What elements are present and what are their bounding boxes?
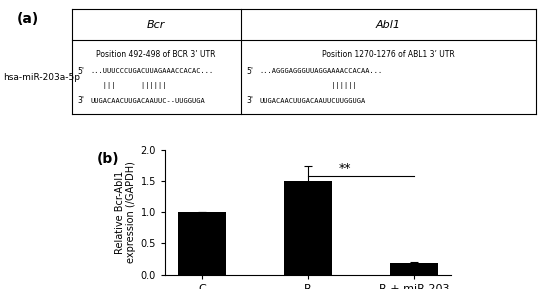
Text: ||||||: |||||| xyxy=(259,82,357,89)
Text: ...AGGGAGGGUUAGGAAAACCACAA...: ...AGGGAGGGUUAGGAAAACCACAA... xyxy=(259,68,382,74)
Text: UUGACAACUUGACAAUUCUUGGUGA: UUGACAACUUGACAAUUCUUGGUGA xyxy=(259,98,365,103)
Bar xyxy=(284,181,332,275)
Text: (a): (a) xyxy=(16,12,38,26)
Bar xyxy=(390,263,438,275)
Text: |||      ||||||: ||| |||||| xyxy=(90,82,167,89)
Text: UUGACAACUUGACAAUUC--UUGGUGA: UUGACAACUUGACAAUUC--UUGGUGA xyxy=(90,98,205,103)
Text: Abl1: Abl1 xyxy=(376,20,401,29)
Text: **: ** xyxy=(339,162,351,175)
Text: 3': 3' xyxy=(246,96,253,105)
Text: 5': 5' xyxy=(77,66,84,75)
Text: Position 1270-1276 of ABL1 3’ UTR: Position 1270-1276 of ABL1 3’ UTR xyxy=(322,50,455,59)
Text: 5': 5' xyxy=(246,66,253,75)
Text: 3': 3' xyxy=(77,96,84,105)
Text: hsa-miR-203a-5p: hsa-miR-203a-5p xyxy=(3,73,80,82)
Bar xyxy=(178,212,226,275)
Text: ...UUUCCCUGACUUAGAAACCACAC...: ...UUUCCCUGACUUAGAAACCACAC... xyxy=(90,68,213,74)
Text: Position 492-498 of BCR 3’ UTR: Position 492-498 of BCR 3’ UTR xyxy=(96,50,216,59)
Text: Bcr: Bcr xyxy=(147,20,166,29)
Y-axis label: Relative Bcr-Abl1
expression (/GAPDH): Relative Bcr-Abl1 expression (/GAPDH) xyxy=(115,162,136,263)
Text: (b): (b) xyxy=(96,152,119,166)
